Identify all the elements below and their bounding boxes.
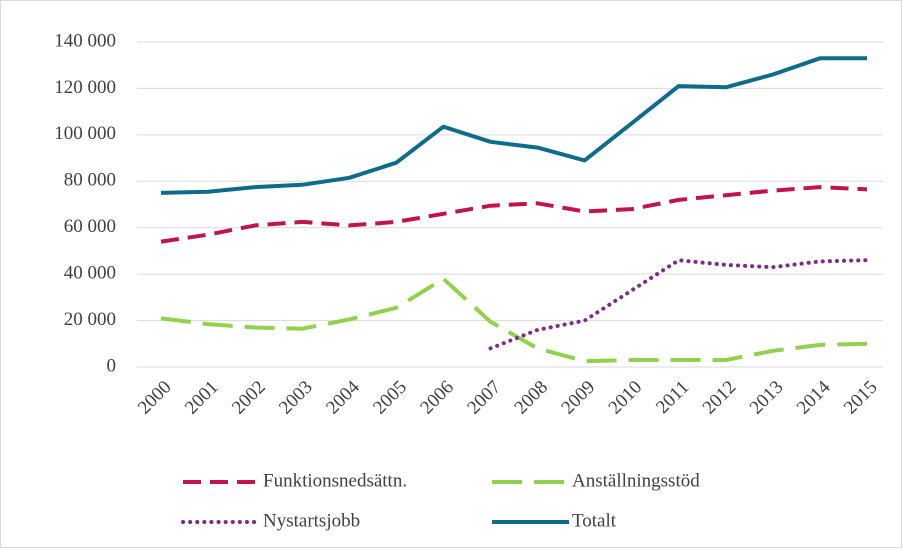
y-tick-label: 100 000: [54, 123, 116, 144]
y-tick-label: 40 000: [64, 263, 116, 284]
legend-label: Totalt: [572, 510, 617, 531]
y-tick-label: 80 000: [64, 170, 116, 191]
legend-label: Nystartsjobb: [263, 510, 360, 531]
legend-label: Funktionsnedsättn.: [263, 470, 407, 491]
y-tick-label: 120 000: [54, 77, 116, 98]
line-series: [160, 185, 868, 244]
y-tick-label: 0: [107, 355, 117, 376]
line-series: [160, 56, 867, 195]
legend-label: Anställningsstöd: [572, 470, 700, 491]
y-tick-label: 60 000: [64, 216, 116, 237]
y-tick-label: 20 000: [64, 309, 116, 330]
line-series: [160, 276, 868, 364]
y-tick-label: 140 000: [54, 30, 116, 51]
